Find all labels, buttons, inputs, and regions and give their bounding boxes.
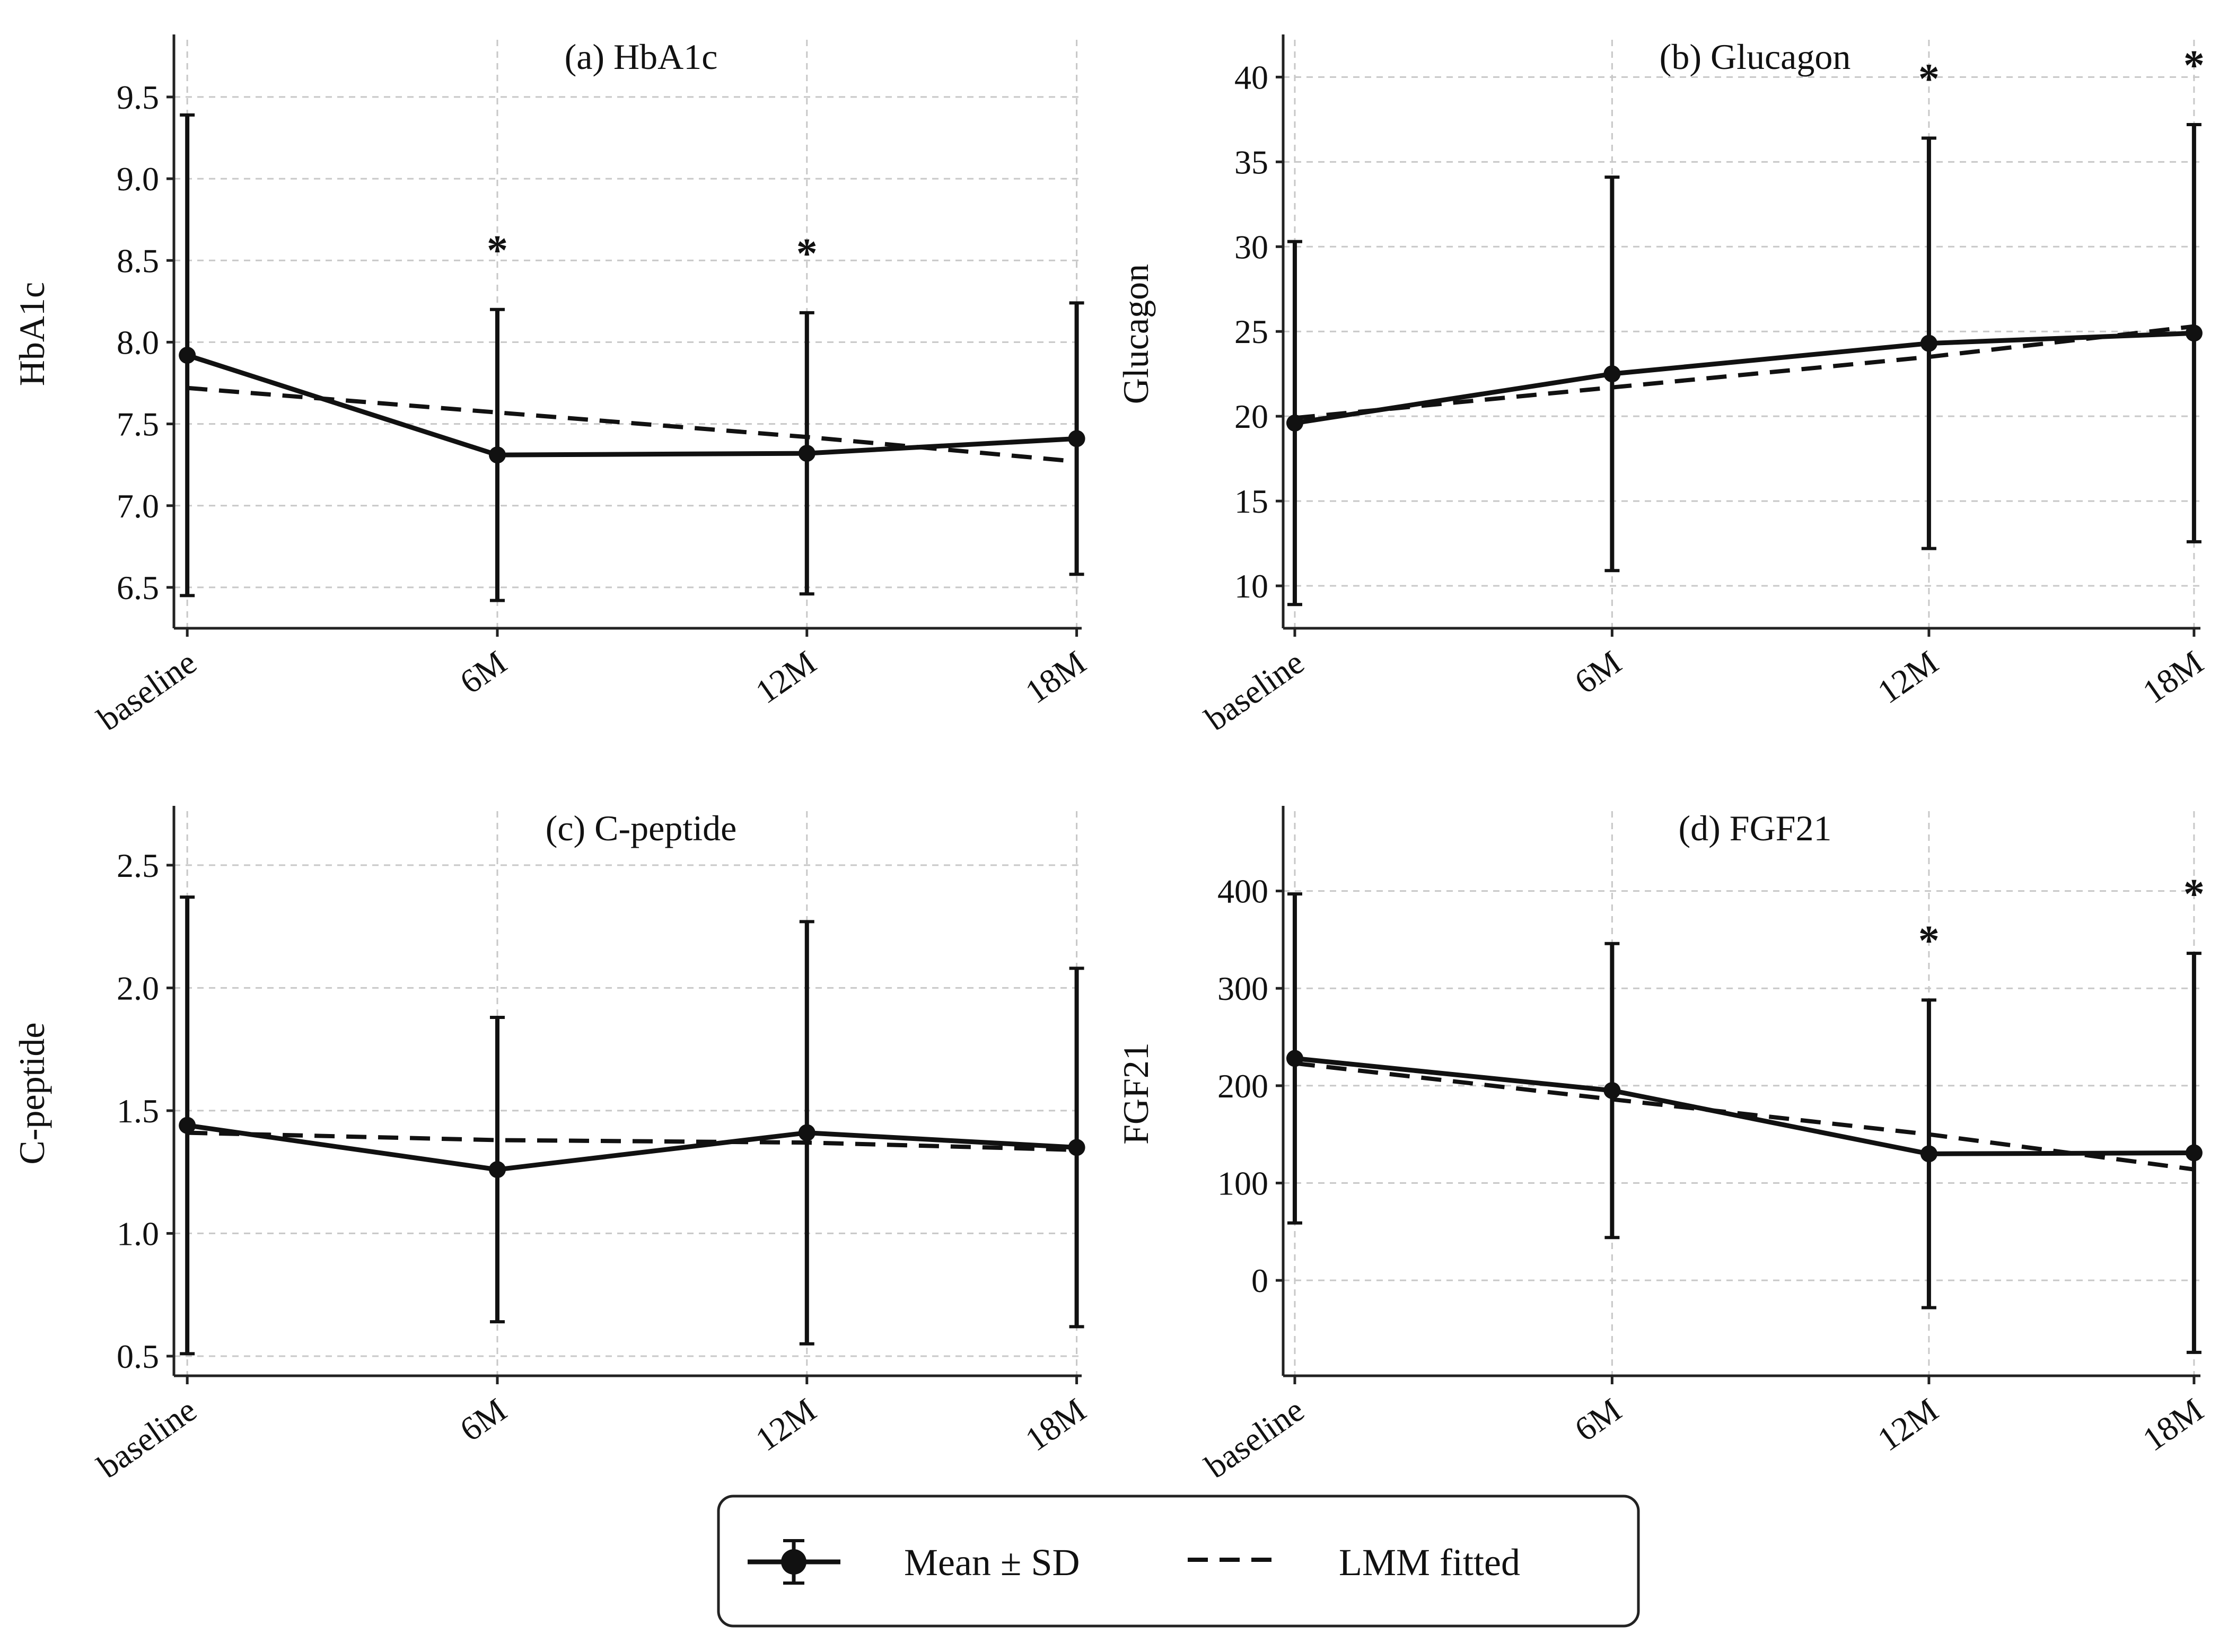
mean-point (798, 1124, 815, 1141)
x-tick-label: 12M (749, 1391, 823, 1458)
y-axis-title: FGF21 (1116, 1042, 1156, 1145)
x-tick-label: 18M (1019, 1391, 1093, 1458)
y-tick-label: 1.5 (117, 1092, 159, 1130)
mean-line (1294, 1056, 2194, 1156)
mean-point (488, 1161, 506, 1179)
y-tick-label: 25 (1234, 313, 1268, 350)
significance-star: * (2183, 871, 2205, 918)
panel-fgf21: 0 100 200 300 400 baseline 6M 12M 18M (d) FGF21 FG… (1116, 806, 2210, 1486)
y-tick-label: 6.5 (117, 569, 159, 607)
y-tick-label: 2.0 (117, 969, 159, 1007)
y-axis-title: C-peptide (12, 1022, 52, 1164)
significance-star: * (1918, 56, 1940, 103)
mean-point (1068, 430, 1085, 447)
y-tick-label: 40 (1234, 58, 1268, 96)
mean-line (1294, 330, 2195, 426)
x-tick-label: 6M (453, 643, 513, 701)
legend-mean-label: Mean ± SD (904, 1541, 1080, 1584)
x-tick-label: 18M (2136, 643, 2210, 711)
x-tick-label: 12M (1871, 1391, 1945, 1458)
mean-point (1603, 365, 1621, 383)
y-tick-label: 35 (1234, 143, 1268, 181)
y-tick-label: 9.5 (117, 78, 159, 116)
y-tick-label: 7.5 (117, 406, 159, 443)
y-axis-title: HbA1c (12, 282, 52, 386)
y-tick-label: 100 (1217, 1164, 1268, 1202)
y-tick-label: 1.0 (117, 1215, 159, 1252)
panel-c-peptide: 0.5 1.0 1.5 2.0 2.5 baseline 6M 12M 18M (c) C-pep… (12, 806, 1093, 1486)
y-tick-label: 200 (1217, 1067, 1268, 1105)
mean-point (2185, 1144, 2203, 1162)
mean-point (1286, 414, 1303, 432)
y-tick-label: 2.5 (117, 847, 159, 884)
x-tick-label: 6M (1568, 1391, 1628, 1448)
mean-line (186, 353, 1077, 458)
significance-star: * (2183, 42, 2205, 89)
x-tick-label: baseline (91, 643, 203, 737)
x-tick-label: 18M (1019, 643, 1093, 711)
x-tick-label: 6M (1568, 643, 1628, 701)
panel-title: (c) C-peptide (546, 808, 737, 848)
y-tick-label: 10 (1234, 567, 1268, 605)
panel-title: (a) HbA1c (565, 37, 718, 77)
lmm-fitted-line (1294, 324, 2195, 420)
y-tick-label: 400 (1217, 873, 1268, 910)
significance-star: * (796, 231, 818, 277)
mean-point (1068, 1139, 1085, 1156)
panel-hba1c: 6.5 7.0 7.5 8.0 8.5 9.0 9.5 baseline 6M 12M 18M (a)… (12, 34, 1093, 738)
x-tick-label: 6M (453, 1391, 513, 1448)
y-tick-label: 0 (1251, 1262, 1268, 1299)
panel-title: (d) FGF21 (1678, 808, 1831, 848)
x-tick-label: 12M (1871, 643, 1945, 711)
panel-glucagon: 10 15 20 25 30 35 40 baseline 6M 12M 18M (b) Glucag… (1116, 34, 2210, 738)
mean-point (179, 347, 196, 364)
y-tick-label: 20 (1234, 398, 1268, 435)
legend-fit-label: LMM fitted (1339, 1541, 1520, 1584)
legend-frame (717, 1495, 1640, 1628)
y-tick-label: 300 (1217, 970, 1268, 1007)
mean-point (1603, 1082, 1621, 1099)
mean-point (179, 1117, 196, 1134)
mean-point (1920, 1145, 1937, 1163)
panel-title: (b) Glucagon (1660, 37, 1851, 77)
mean-line (187, 1123, 1077, 1172)
x-tick-label: baseline (1198, 643, 1311, 737)
x-tick-label: 18M (2136, 1391, 2210, 1458)
y-tick-label: 15 (1234, 482, 1268, 520)
significance-star: * (1918, 918, 1940, 964)
x-tick-label: 12M (749, 643, 823, 711)
lmm-fitted-line (187, 1130, 1077, 1152)
y-tick-label: 0.5 (117, 1338, 159, 1375)
x-tick-label: baseline (1198, 1391, 1311, 1485)
significance-star: * (487, 227, 508, 274)
mean-point (1920, 335, 1937, 352)
mean-point (488, 446, 506, 464)
y-tick-label: 9.0 (117, 160, 159, 198)
y-tick-label: 7.0 (117, 487, 159, 525)
y-tick-label: 8.5 (117, 242, 159, 279)
legend-mean-marker (781, 1549, 806, 1575)
x-tick-label: baseline (91, 1391, 203, 1485)
y-tick-label: 30 (1234, 228, 1268, 266)
legend: Mean ± SD LMM fitted (717, 1495, 1640, 1628)
y-axis-title: Glucagon (1116, 264, 1156, 404)
y-tick-label: 8.0 (117, 323, 159, 361)
mean-point (2185, 324, 2203, 342)
mean-point (798, 445, 815, 462)
mean-point (1286, 1050, 1303, 1067)
